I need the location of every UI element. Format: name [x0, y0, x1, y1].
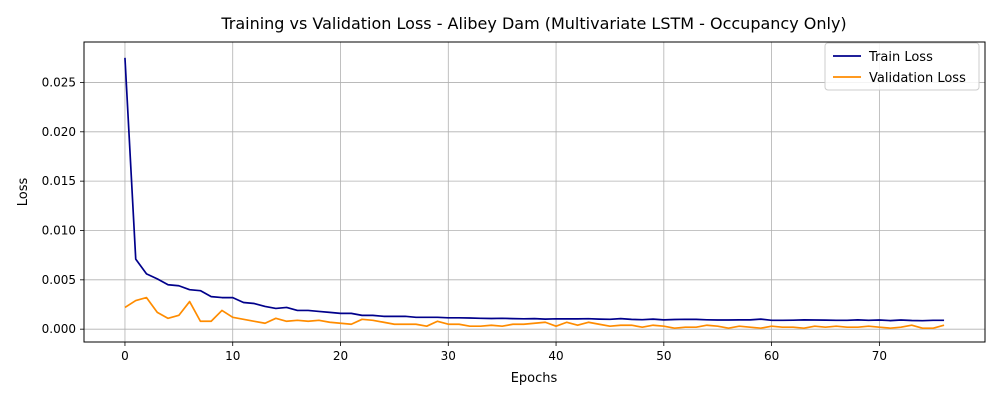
- y-tick-label: 0.025: [42, 75, 76, 89]
- series-line-train-loss: [124, 57, 945, 322]
- x-axis-ticks: 0 10 20 30 40 50 60 70: [121, 342, 887, 363]
- plot-frame: [83, 41, 986, 343]
- x-tick-label: 0: [121, 349, 129, 363]
- chart-title: Training vs Validation Loss - Alibey Dam…: [220, 14, 846, 33]
- series-layer: [124, 57, 945, 330]
- y-tick-label: 0.000: [42, 322, 76, 336]
- y-axis-label: Loss: [16, 178, 31, 207]
- x-tick-label: 20: [333, 349, 348, 363]
- x-tick-label: 40: [548, 349, 563, 363]
- legend: Train Loss Validation Loss: [824, 42, 980, 91]
- legend-label-train: Train Loss: [868, 50, 933, 65]
- legend-label-validation: Validation Loss: [869, 71, 966, 86]
- y-tick-label: 0.020: [42, 125, 76, 139]
- y-tick-label: 0.015: [42, 174, 76, 188]
- y-tick-label: 0.005: [42, 273, 76, 287]
- series-line-validation-loss: [124, 296, 945, 330]
- y-tick-label: 0.010: [42, 223, 76, 237]
- x-axis-label: Epochs: [511, 371, 558, 386]
- x-tick-label: 30: [441, 349, 456, 363]
- x-tick-label: 50: [656, 349, 671, 363]
- legend-box: [824, 42, 980, 91]
- x-tick-label: 60: [764, 349, 779, 363]
- x-tick-label: 70: [872, 349, 887, 363]
- y-axis-ticks: 0.000 0.005 0.010 0.015 0.020 0.025: [42, 75, 84, 336]
- x-tick-label: 10: [225, 349, 240, 363]
